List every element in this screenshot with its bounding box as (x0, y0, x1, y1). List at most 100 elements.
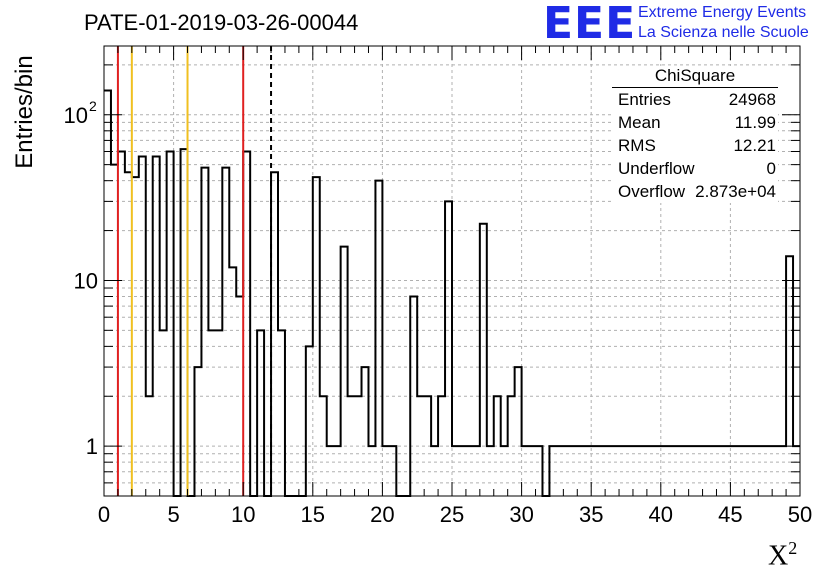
eee-logo-line1: Extreme Energy Events (638, 4, 807, 21)
stats-key: RMS (618, 136, 656, 155)
histogram-bin (452, 446, 459, 496)
histogram-bin (570, 446, 577, 496)
histogram-bin (501, 446, 508, 496)
histogram-bin (612, 446, 619, 496)
histogram-bin (765, 446, 772, 496)
histogram-bin (758, 446, 765, 496)
histogram-bin (689, 446, 696, 496)
histogram-bin (153, 156, 160, 496)
histogram-bin (494, 396, 501, 496)
axis-ticks (103, 46, 801, 497)
histogram-bin (730, 446, 737, 496)
x-tick-label: 45 (718, 502, 742, 527)
stats-key: Overflow (618, 182, 686, 201)
histogram-bin (480, 224, 487, 496)
stats-key: Entries (618, 90, 671, 109)
histogram-bin (744, 446, 751, 496)
histogram-bin (389, 446, 396, 496)
stats-value: 2.873e+04 (695, 182, 776, 201)
histogram-bin (710, 446, 717, 496)
histogram-bin (167, 152, 174, 496)
histogram-bin (466, 446, 473, 496)
histogram-bin (779, 446, 786, 496)
histogram-bin (549, 446, 556, 496)
x-tick-label: 50 (788, 502, 812, 527)
histogram-bin (633, 446, 640, 496)
histogram-bin (640, 446, 647, 496)
histogram-bin (341, 247, 348, 496)
x-axis-label-base: X (768, 540, 789, 572)
x-tick-label: 25 (440, 502, 464, 527)
histogram-bin (313, 177, 320, 496)
x-axis-label: X2 (768, 538, 797, 572)
histogram-bin (132, 177, 139, 496)
histogram-bin (598, 446, 605, 496)
histogram-bin (536, 446, 543, 496)
stats-value: 11.99 (734, 113, 776, 132)
stats-row-rms: RMS 12.21 (612, 134, 778, 157)
histogram-title: PATE-01-2019-03-26-00044 (84, 10, 359, 35)
histogram-bin (125, 172, 132, 496)
histogram-bin (229, 267, 236, 496)
x-tick-label: 30 (509, 502, 533, 527)
histogram-bin (327, 446, 334, 496)
histogram-bin (334, 446, 341, 496)
histogram-bin (751, 446, 758, 496)
histogram-bin (257, 330, 264, 496)
histogram-bin (236, 296, 243, 496)
stats-box: ChiSquare Entries 24968 Mean 11.99 RMS 12.2… (612, 66, 778, 203)
histogram-bin (563, 446, 570, 496)
histogram-bin (181, 149, 188, 496)
histogram-bin (271, 172, 278, 496)
histogram-bin (703, 446, 710, 496)
histogram-bin (431, 446, 438, 496)
stats-row-underflow: Underflow 0 (612, 157, 778, 180)
histogram-bin (208, 330, 215, 496)
histogram-bin (772, 446, 779, 496)
x-tick-label: 40 (649, 502, 673, 527)
stats-title: ChiSquare (612, 66, 778, 88)
histogram-bin (348, 396, 355, 496)
histogram-bin (716, 446, 723, 496)
y-tick-label: 1 (86, 434, 98, 459)
x-tick-label: 0 (98, 502, 110, 527)
histogram-bin (529, 446, 536, 496)
histogram-bin (786, 256, 793, 496)
histogram-bin (382, 446, 389, 496)
eee-logo-mark: EEE (543, 0, 637, 49)
x-tick-label: 15 (301, 502, 325, 527)
histogram-bin (278, 330, 285, 496)
histogram-bin (410, 296, 417, 496)
stats-value: 12.21 (733, 136, 776, 155)
histogram-bin (445, 201, 452, 496)
histogram-bin (438, 396, 445, 496)
histogram-bin (194, 367, 201, 496)
histogram-bin (417, 396, 424, 496)
histogram-bin (306, 346, 313, 496)
histogram-bin (160, 330, 167, 496)
reference-lines (116, 46, 273, 496)
stats-key: Underflow (618, 159, 695, 178)
histogram-bin (508, 396, 515, 496)
stats-row-entries: Entries 24968 (612, 88, 778, 111)
histogram-bin (118, 152, 125, 496)
histogram-bin (626, 446, 633, 496)
histogram-bin (222, 168, 229, 496)
eee-logo-line2: La Scienza nelle Scuole (638, 24, 809, 41)
histogram-bin (556, 446, 563, 496)
y-tick-label: 10 (64, 103, 88, 128)
histogram-bin (368, 446, 375, 496)
histogram-bin (647, 446, 654, 496)
x-axis-label-exponent: 2 (788, 538, 798, 558)
x-tick-label: 10 (231, 502, 255, 527)
histogram-bin (577, 446, 584, 496)
histogram-bin (661, 446, 668, 496)
histogram-bin (139, 156, 146, 496)
histogram-outline (104, 89, 800, 497)
y-axis-label: Entries/bin (11, 55, 38, 169)
histogram-bins (104, 89, 800, 497)
stats-value: 0 (766, 159, 776, 178)
histogram-bin (619, 446, 626, 496)
histogram-bin (146, 396, 153, 496)
